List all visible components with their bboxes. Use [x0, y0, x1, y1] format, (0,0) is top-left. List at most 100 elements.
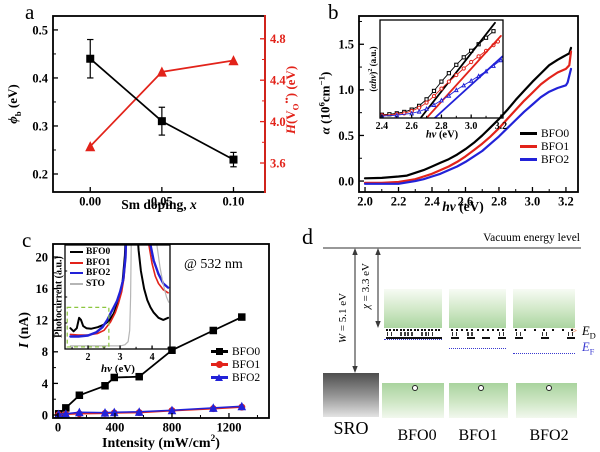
- b-legend: BFO0 BFO1 BFO2: [520, 127, 569, 166]
- tick-label: 3: [118, 352, 123, 363]
- b-x-axis-label: hν (eV): [442, 199, 484, 214]
- tick-label: 0.3: [32, 119, 48, 133]
- electron-dot: [399, 329, 402, 331]
- electron-dot: [406, 329, 409, 331]
- work-function-label: W = 5.1 eV: [337, 292, 349, 344]
- line-swatch: [70, 269, 83, 277]
- conduction-band-block: [513, 289, 575, 328]
- legend-label: BFO1: [232, 358, 261, 371]
- electron-dot: [386, 329, 388, 331]
- series-BFO0-fit: [419, 21, 496, 118]
- sro-electrode-block: [323, 373, 379, 417]
- series-group: [363, 46, 573, 185]
- film-label: BFO0: [397, 427, 437, 444]
- axes: 2 3 4: [64, 244, 171, 363]
- tick-label: 3.2: [558, 195, 574, 209]
- a-x-axis-label: Sm doping, x: [121, 197, 197, 212]
- donor-level-label: ED: [582, 324, 596, 341]
- electron-dot: [515, 329, 517, 331]
- line-marker-swatch: [211, 373, 228, 382]
- tick-label: 4.0: [270, 115, 286, 129]
- electron-dot: [571, 329, 573, 331]
- b-legend-item: BFO1: [520, 140, 569, 153]
- donor-unit: [413, 332, 422, 340]
- tick-label: 1.0: [338, 83, 354, 97]
- tick-label: 2: [86, 352, 91, 363]
- tick-label: 8: [42, 345, 48, 359]
- electron-affinity-label: χ = 3.3 eV: [360, 263, 372, 309]
- line-swatch: [520, 155, 537, 164]
- axes: 2.0 2.2 2.4 2.6 2.8 3.0 3.2 0.0 0.5 1.0 1.5: [338, 15, 579, 209]
- c-legend-item: BFO0: [211, 345, 260, 358]
- axes: 0 400 800 1200 0 4 8 12 16 20: [36, 243, 270, 435]
- donor-unit: [451, 332, 459, 340]
- c-inset-legend-item: STO: [70, 279, 110, 290]
- tick-label: 3.0: [525, 195, 541, 209]
- series-group: [380, 21, 503, 118]
- electron-dot: [502, 329, 504, 331]
- fermi-level-line: [384, 339, 442, 340]
- c-inset-x-axis-label: hν (eV): [101, 363, 135, 375]
- electron-dot: [410, 329, 413, 331]
- electron-dot: [420, 329, 423, 331]
- line-swatch: [70, 280, 83, 288]
- legend-label: BFO1: [86, 257, 111, 268]
- tick-label: 800: [163, 421, 182, 435]
- c-legend-item: BFO1: [211, 358, 260, 371]
- fermi-level-line: [449, 348, 506, 349]
- c-inset-legend: BFO0 BFO1 BFO2 STO: [70, 247, 110, 289]
- tick-label: 2.6: [458, 195, 474, 209]
- tick-label: 2.2: [391, 195, 407, 209]
- electron-dot: [403, 329, 406, 331]
- tick-label: 3.2: [495, 121, 508, 132]
- tick-label: 0.0: [338, 174, 354, 188]
- line-swatch: [520, 129, 537, 138]
- tick-label: 400: [106, 421, 125, 435]
- c-inset-legend-item: BFO2: [70, 268, 110, 279]
- film-label: BFO2: [529, 427, 569, 444]
- electron-dot: [533, 329, 536, 331]
- film-label: BFO1: [458, 427, 498, 444]
- c-legend-item: BFO2: [211, 371, 260, 384]
- electron-dot: [396, 329, 399, 331]
- panel-c-plot: 0 400 800 1200 0 4 8 12 16 20 2 3 4: [36, 243, 270, 435]
- series-group: [69, 245, 170, 347]
- tick-label: 2.0: [357, 195, 373, 209]
- donor-unit: [515, 332, 523, 340]
- tick-label: 2.6: [405, 121, 418, 132]
- electron-dot: [486, 329, 489, 331]
- electron-dot: [417, 329, 420, 331]
- donor-unit: [541, 332, 549, 340]
- legend-line: [70, 272, 83, 275]
- tick-label: 0.5: [32, 23, 48, 37]
- panel-d: d Vacuum energy level W = 5.1 eV χ = 3.3…: [300, 226, 600, 452]
- electron-dot: [424, 329, 427, 331]
- hole-circle: [546, 385, 552, 391]
- donor-unit: [406, 332, 415, 340]
- donor-unit: [482, 332, 491, 340]
- electron-dot: [389, 329, 392, 331]
- panel-b: 2.0 2.2 2.4 2.6 2.8 3.0 3.2 0.0 0.5 1.0 1.5 2.4 2.6 2…: [300, 0, 600, 226]
- legend-line: [520, 132, 537, 135]
- line-swatch: [520, 142, 537, 151]
- electron-dot: [438, 329, 440, 331]
- series-STO: [69, 245, 170, 347]
- line-marker-swatch: [211, 360, 228, 369]
- vacuum-level-label: Vacuum energy level: [483, 232, 580, 244]
- tick-label: 16: [36, 282, 49, 296]
- legend-label: BFO1: [541, 140, 570, 153]
- tick-label: 0.00: [79, 195, 101, 209]
- tick-label: 3.6: [270, 156, 286, 170]
- donor-unit: [420, 332, 429, 340]
- b-inset-x-axis-label: hν (eV): [425, 129, 459, 141]
- tick-label: 1.5: [338, 38, 354, 52]
- donor-level-arrow-icon: >: [571, 325, 578, 337]
- band-diagram-arrows: [323, 247, 581, 373]
- series-group: [54, 313, 247, 419]
- tick-label: 2.8: [435, 121, 448, 132]
- legend-label: STO: [86, 278, 105, 289]
- electron-dot: [466, 329, 469, 331]
- legend-line: [520, 158, 537, 161]
- electron-dot: [461, 329, 464, 331]
